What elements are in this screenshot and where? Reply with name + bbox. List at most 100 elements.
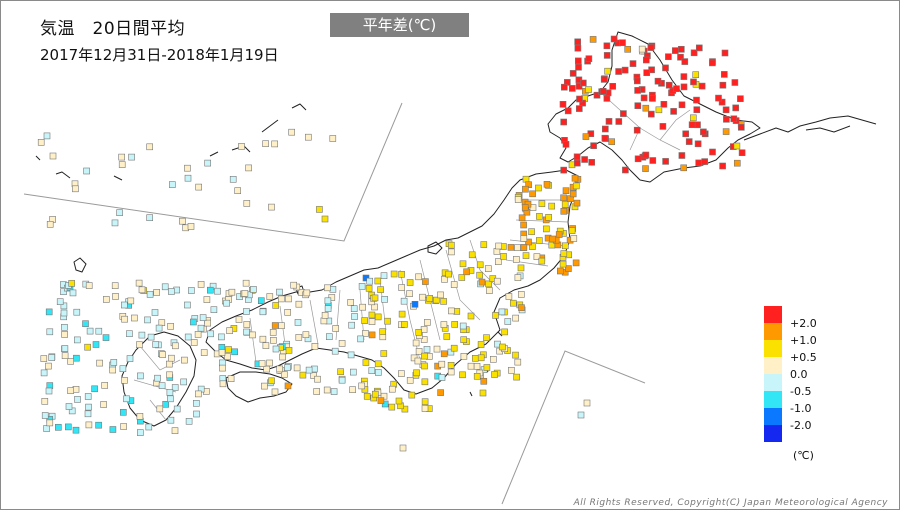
station-marker — [194, 331, 202, 338]
station-marker — [329, 135, 337, 142]
station-marker — [398, 310, 406, 318]
inset-divider-lines — [23, 102, 646, 505]
station-marker — [151, 309, 159, 316]
station-marker — [235, 316, 243, 323]
ogasawara-inset-line — [501, 350, 646, 505]
period-label: 2017年12月31日-2018年1月19日 — [40, 46, 279, 64]
station-marker — [60, 302, 68, 310]
station-marker — [398, 270, 405, 278]
station-marker — [74, 396, 81, 403]
station-marker — [207, 286, 214, 294]
station-marker — [210, 306, 218, 314]
station-marker — [338, 340, 346, 347]
station-marker — [118, 153, 125, 161]
station-marker — [440, 298, 447, 305]
station-marker — [73, 308, 81, 316]
station-marker — [401, 321, 408, 328]
station-marker — [168, 288, 175, 295]
station-marker — [718, 98, 726, 106]
station-marker — [92, 341, 100, 348]
station-marker — [268, 203, 275, 211]
station-marker — [483, 364, 491, 371]
station-marker — [680, 73, 688, 80]
station-marker — [249, 331, 256, 339]
station-marker — [67, 387, 74, 395]
station-marker — [638, 45, 646, 53]
station-marker — [574, 57, 582, 65]
station-marker — [460, 352, 468, 360]
station-marker — [204, 159, 211, 167]
station-marker — [492, 312, 499, 319]
coastlines — [35, 31, 877, 427]
station-marker — [406, 279, 414, 286]
station-marker — [45, 362, 52, 370]
station-marker — [477, 341, 485, 348]
station-marker — [732, 104, 740, 112]
station-marker — [271, 388, 279, 396]
station-marker — [593, 91, 601, 99]
station-marker — [262, 342, 270, 349]
coast-shikoku — [225, 371, 293, 403]
coast-honshu — [205, 169, 579, 395]
station-marker — [243, 321, 251, 328]
station-marker — [381, 400, 389, 408]
station-marker — [512, 351, 519, 359]
station-marker — [700, 128, 707, 136]
station-marker — [421, 378, 429, 386]
station-marker — [61, 352, 69, 360]
legend-label: +1.0 — [790, 334, 817, 347]
station-marker — [72, 385, 80, 393]
station-marker — [167, 395, 174, 403]
station-marker — [218, 349, 226, 356]
station-marker — [560, 166, 568, 174]
boundary-kinki-chugoku — [249, 289, 365, 363]
station-marker — [494, 258, 502, 266]
station-marker — [234, 187, 241, 194]
station-marker — [520, 244, 528, 251]
station-marker — [535, 184, 542, 192]
station-marker — [572, 182, 580, 190]
station-marker — [303, 289, 311, 297]
station-marker — [324, 305, 332, 312]
station-marker — [559, 260, 567, 268]
station-marker — [54, 423, 62, 431]
station-marker — [380, 350, 388, 357]
station-marker — [634, 155, 642, 163]
station-marker — [633, 126, 641, 134]
station-marker — [242, 279, 250, 287]
station-marker — [136, 341, 143, 349]
legend-swatch — [764, 425, 782, 442]
station-marker — [426, 295, 434, 302]
station-marker — [505, 293, 513, 300]
station-marker — [568, 85, 576, 92]
mode-badge[interactable]: 平年差(℃) — [330, 13, 469, 37]
station-marker — [585, 55, 593, 63]
station-marker — [184, 174, 192, 182]
station-marker — [41, 397, 49, 405]
station-marker — [642, 56, 650, 64]
station-marker — [517, 291, 525, 298]
station-marker — [448, 248, 455, 256]
station-marker — [415, 328, 423, 336]
station-marker — [561, 242, 569, 250]
station-marker — [172, 342, 179, 350]
station-marker — [459, 322, 467, 330]
legend-label: -2.0 — [790, 419, 812, 432]
station-marker — [284, 382, 292, 390]
station-marker — [361, 317, 368, 324]
station-marker — [243, 200, 251, 207]
legend-unit: (℃) — [793, 449, 814, 462]
station-marker — [363, 392, 371, 400]
station-marker — [564, 107, 572, 115]
station-marker — [250, 286, 257, 293]
station-marker — [384, 317, 391, 325]
station-marker — [603, 52, 611, 59]
station-marker — [137, 372, 144, 380]
station-marker — [560, 208, 568, 215]
station-marker — [348, 321, 356, 329]
station-marker — [280, 371, 288, 378]
station-marker — [738, 149, 746, 156]
station-marker — [137, 429, 144, 436]
station-marker — [507, 244, 515, 251]
station-marker — [395, 397, 403, 405]
